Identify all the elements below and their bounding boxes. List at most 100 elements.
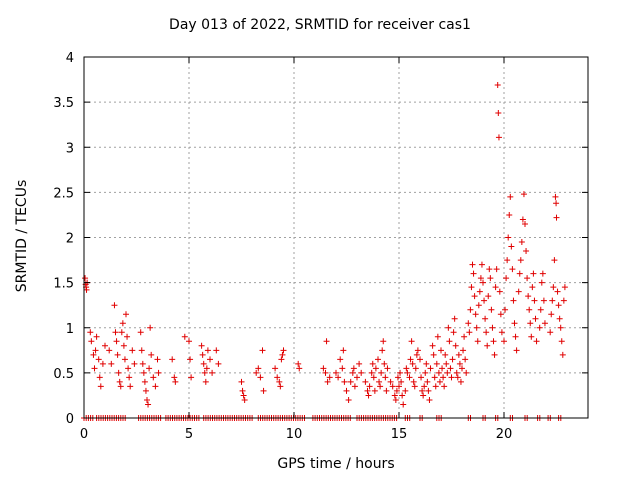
data-point bbox=[155, 369, 162, 376]
data-point bbox=[417, 356, 423, 363]
data-point bbox=[181, 333, 188, 340]
data-point bbox=[389, 383, 396, 390]
data-point bbox=[555, 302, 562, 309]
y-tick-label: 2.5 bbox=[53, 186, 74, 201]
data-point bbox=[426, 396, 433, 403]
data-point bbox=[145, 401, 152, 408]
y-tick-label: 0.5 bbox=[53, 367, 74, 382]
data-point bbox=[553, 214, 560, 221]
data-point bbox=[148, 351, 155, 358]
data-point bbox=[139, 360, 146, 367]
data-point bbox=[99, 360, 106, 367]
data-point bbox=[131, 360, 138, 367]
data-point bbox=[186, 338, 192, 345]
data-point bbox=[362, 378, 369, 385]
data-point bbox=[92, 347, 99, 354]
data-point bbox=[354, 374, 360, 381]
data-point bbox=[257, 374, 264, 381]
data-point bbox=[403, 365, 410, 372]
data-point bbox=[209, 369, 216, 376]
data-point bbox=[124, 333, 131, 340]
data-point bbox=[147, 324, 154, 331]
data-point bbox=[533, 338, 540, 345]
chart-title: Day 013 of 2022, SRMTID for receiver cas… bbox=[169, 17, 471, 33]
data-point bbox=[486, 266, 493, 273]
data-point bbox=[445, 324, 452, 331]
data-point bbox=[475, 302, 482, 309]
data-point bbox=[239, 387, 246, 394]
data-point bbox=[429, 342, 436, 349]
data-point bbox=[427, 365, 434, 372]
data-point bbox=[495, 134, 502, 141]
data-point bbox=[489, 324, 496, 331]
x-tick-label: 10 bbox=[286, 427, 303, 442]
y-axis-ticks: 0 0.5 1 1.5 2 2.5 3 3.5 4 bbox=[53, 51, 588, 427]
data-point bbox=[402, 387, 409, 394]
data-point bbox=[202, 378, 209, 385]
data-point bbox=[482, 315, 489, 322]
data-point bbox=[369, 360, 376, 367]
y-tick-label: 4 bbox=[66, 51, 74, 66]
data-point bbox=[470, 270, 477, 277]
data-point bbox=[438, 347, 444, 354]
data-point bbox=[172, 378, 179, 385]
data-point bbox=[522, 220, 528, 227]
data-point bbox=[455, 351, 462, 358]
data-point bbox=[371, 387, 378, 394]
data-point bbox=[340, 347, 347, 354]
data-point bbox=[383, 387, 390, 394]
data-point bbox=[448, 374, 455, 381]
data-point bbox=[447, 365, 454, 372]
data-point bbox=[434, 333, 441, 340]
data-point bbox=[116, 378, 123, 385]
data-point bbox=[326, 374, 333, 381]
data-point bbox=[531, 297, 538, 304]
data-point bbox=[127, 383, 134, 390]
data-point bbox=[154, 356, 161, 363]
data-point bbox=[529, 284, 536, 291]
data-point bbox=[333, 369, 339, 376]
data-point bbox=[123, 311, 129, 318]
data-point bbox=[451, 315, 458, 322]
data-point bbox=[118, 329, 125, 336]
y-tick-label: 2 bbox=[66, 232, 74, 247]
data-point bbox=[446, 338, 453, 345]
data-point bbox=[379, 347, 386, 354]
data-point bbox=[558, 338, 565, 345]
data-point bbox=[449, 356, 456, 363]
data-point bbox=[120, 342, 127, 349]
data-point bbox=[444, 369, 451, 376]
data-point bbox=[474, 338, 481, 345]
data-point bbox=[241, 396, 248, 403]
data-point bbox=[485, 293, 492, 300]
data-point bbox=[404, 369, 411, 376]
data-point bbox=[142, 387, 149, 394]
data-point bbox=[366, 383, 373, 390]
data-point bbox=[129, 347, 136, 354]
data-point bbox=[381, 360, 388, 367]
data-point bbox=[525, 293, 532, 300]
data-point bbox=[560, 297, 567, 304]
data-point bbox=[425, 387, 432, 394]
data-point bbox=[279, 351, 286, 358]
data-point bbox=[516, 270, 523, 277]
data-point bbox=[509, 266, 516, 273]
data-point bbox=[114, 351, 121, 358]
data-point bbox=[548, 311, 555, 318]
data-point bbox=[432, 383, 439, 390]
data-point bbox=[370, 374, 377, 381]
data-point bbox=[397, 369, 404, 376]
data-point bbox=[349, 369, 356, 376]
data-point bbox=[476, 288, 483, 295]
data-point bbox=[540, 297, 547, 304]
data-point bbox=[117, 383, 124, 390]
data-point bbox=[115, 369, 122, 376]
data-point bbox=[137, 329, 144, 336]
data-point bbox=[112, 329, 119, 336]
data-point bbox=[501, 338, 507, 345]
data-point bbox=[82, 275, 89, 282]
data-point bbox=[457, 378, 464, 385]
data-point bbox=[413, 351, 420, 358]
data-point bbox=[411, 383, 418, 390]
data-point bbox=[452, 342, 459, 349]
